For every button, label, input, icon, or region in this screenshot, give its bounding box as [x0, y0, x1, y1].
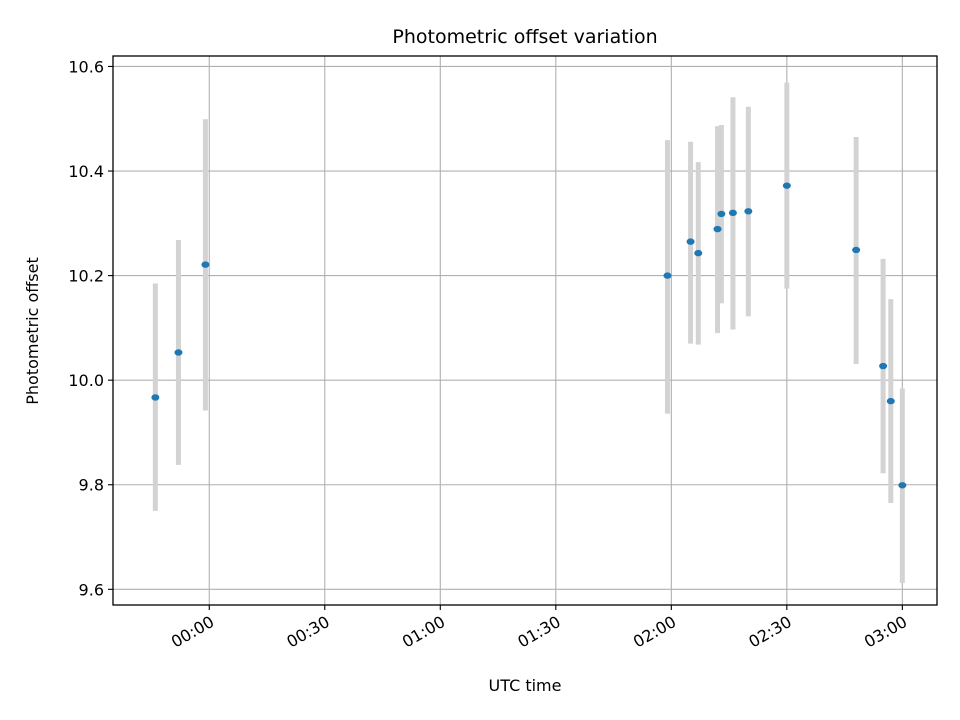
data-point — [686, 238, 695, 245]
data-point — [886, 397, 895, 405]
x-axis-title: UTC time — [489, 676, 562, 695]
y-tick-label: 10.4 — [68, 162, 104, 181]
data-point — [728, 209, 737, 217]
data-points — [151, 182, 907, 489]
data-point — [663, 272, 672, 279]
y-tick-label: 9.6 — [79, 580, 104, 599]
y-tick-label: 9.8 — [79, 476, 104, 495]
data-point — [744, 208, 753, 215]
data-point — [713, 225, 722, 233]
plot-frame — [112, 55, 938, 606]
data-point — [151, 394, 160, 401]
data-point — [201, 261, 210, 268]
y-tick-label: 10.2 — [68, 267, 104, 286]
data-point — [694, 249, 703, 257]
y-axis: 9.6 9.8 10.0 10.2 10.4 10.6 — [68, 57, 113, 599]
y-axis-title: Photometric offset — [23, 257, 42, 405]
y-tick-label: 10.6 — [68, 57, 104, 76]
data-point — [717, 210, 726, 218]
data-point — [898, 482, 907, 489]
data-point — [879, 362, 888, 370]
chart-title: Photometric offset variation — [392, 26, 657, 48]
y-tick-label: 10.0 — [68, 371, 104, 390]
data-point — [852, 246, 861, 254]
data-point — [782, 182, 791, 189]
data-point — [174, 349, 183, 356]
